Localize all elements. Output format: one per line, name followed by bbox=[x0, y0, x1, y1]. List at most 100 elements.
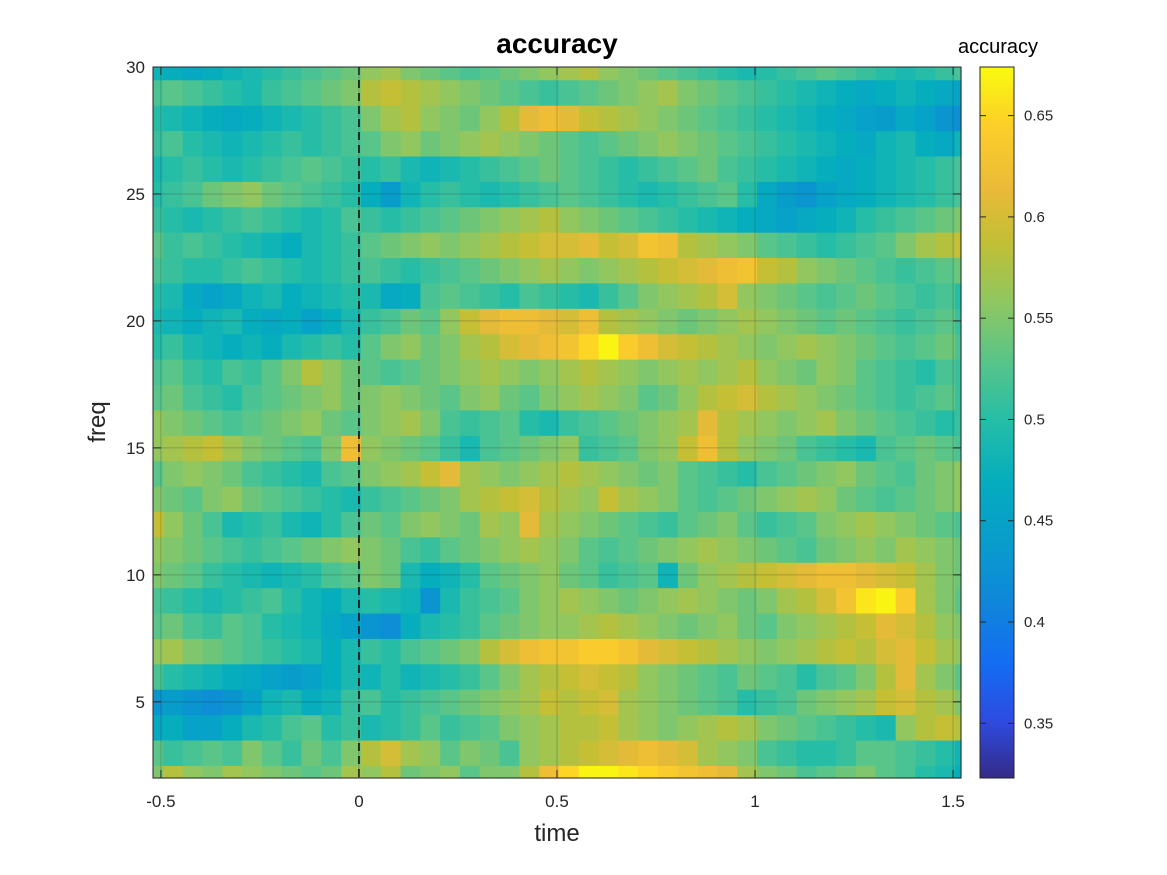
heatmap-cell bbox=[222, 765, 243, 779]
heatmap-cell bbox=[598, 739, 619, 766]
heatmap-cell bbox=[153, 130, 164, 157]
heatmap-cell bbox=[578, 689, 600, 716]
heatmap-cell bbox=[539, 536, 560, 563]
heatmap-cell bbox=[321, 485, 342, 512]
heatmap-cell bbox=[816, 562, 837, 589]
heatmap-cell bbox=[935, 587, 956, 614]
heatmap-cell bbox=[380, 739, 402, 766]
heatmap-cell bbox=[440, 282, 461, 309]
heatmap-cell bbox=[796, 587, 818, 614]
heatmap-cell bbox=[499, 765, 520, 779]
heatmap-cell bbox=[281, 206, 303, 233]
heatmap-cell bbox=[400, 562, 421, 589]
heatmap-cell bbox=[856, 359, 877, 386]
heatmap-cell bbox=[321, 562, 342, 589]
heatmap-cell bbox=[321, 638, 342, 665]
heatmap-cell bbox=[895, 638, 917, 665]
heatmap-cell bbox=[222, 308, 243, 335]
heatmap-cell bbox=[618, 587, 639, 614]
heatmap-cell bbox=[796, 282, 818, 309]
heatmap-cell bbox=[697, 511, 719, 538]
heatmap-cell bbox=[400, 181, 421, 208]
heatmap-cell bbox=[856, 257, 877, 284]
heatmap-cell bbox=[499, 739, 520, 766]
heatmap-cell bbox=[479, 435, 501, 462]
heatmap-cell bbox=[360, 409, 382, 436]
heatmap-cell bbox=[776, 333, 798, 360]
heatmap-cell bbox=[380, 536, 402, 563]
heatmap-cell bbox=[638, 409, 659, 436]
heatmap-cell bbox=[677, 181, 699, 208]
heatmap-cell bbox=[459, 79, 481, 106]
heatmap-cell bbox=[717, 79, 738, 106]
heatmap-cell bbox=[519, 739, 540, 766]
heatmap-cell bbox=[539, 359, 560, 386]
heatmap-cell bbox=[558, 612, 580, 639]
heatmap-cell bbox=[737, 460, 758, 487]
heatmap-cell bbox=[242, 409, 263, 436]
heatmap-cell bbox=[796, 155, 818, 182]
heatmap-cell bbox=[242, 359, 263, 386]
heatmap-cell bbox=[222, 282, 243, 309]
heatmap-cell bbox=[955, 460, 962, 487]
heatmap-cell bbox=[875, 384, 897, 411]
heatmap-cell bbox=[796, 460, 818, 487]
heatmap-cell bbox=[539, 79, 560, 106]
heatmap-cell bbox=[539, 765, 560, 779]
heatmap-cell bbox=[380, 612, 402, 639]
heatmap-cell bbox=[281, 765, 303, 779]
heatmap-cell bbox=[776, 130, 798, 157]
heatmap-cell bbox=[360, 638, 382, 665]
heatmap-cell bbox=[658, 206, 679, 233]
heatmap-cell bbox=[153, 485, 164, 512]
heatmap-cell bbox=[598, 587, 619, 614]
heatmap-cell bbox=[162, 409, 184, 436]
colorbar-tick-label: 0.55 bbox=[1024, 310, 1053, 327]
heatmap-cell bbox=[281, 232, 303, 259]
heatmap-cell bbox=[162, 587, 184, 614]
heatmap-cell bbox=[816, 257, 837, 284]
heatmap-cell bbox=[658, 308, 679, 335]
heatmap-cell bbox=[202, 181, 223, 208]
heatmap-cell bbox=[816, 739, 837, 766]
heatmap-cell bbox=[895, 155, 917, 182]
heatmap-cell bbox=[737, 536, 758, 563]
heatmap-cell bbox=[400, 257, 421, 284]
heatmap-cell bbox=[618, 485, 639, 512]
colorbar-tick-label: 0.6 bbox=[1024, 209, 1045, 226]
heatmap-cell bbox=[875, 714, 897, 741]
heatmap-cell bbox=[539, 181, 560, 208]
heatmap-cell bbox=[697, 714, 719, 741]
heatmap-cell bbox=[202, 384, 223, 411]
heatmap-cell bbox=[222, 181, 243, 208]
heatmap-cell bbox=[816, 181, 837, 208]
heatmap-cell bbox=[459, 384, 481, 411]
heatmap-cell bbox=[479, 638, 501, 665]
heatmap-cell bbox=[618, 562, 639, 589]
heatmap-cell bbox=[578, 105, 600, 132]
heatmap-cell bbox=[558, 67, 580, 81]
heatmap-cell bbox=[499, 689, 520, 716]
heatmap-cell bbox=[242, 155, 263, 182]
heatmap-cell bbox=[360, 105, 382, 132]
heatmap-cell bbox=[955, 714, 962, 741]
heatmap-cell bbox=[677, 308, 699, 335]
heatmap-cell bbox=[162, 689, 184, 716]
heatmap-cell bbox=[380, 359, 402, 386]
heatmap-cell bbox=[856, 460, 877, 487]
heatmap-cell bbox=[836, 562, 857, 589]
heatmap-cell bbox=[875, 409, 897, 436]
heatmap-cell bbox=[360, 333, 382, 360]
heatmap-cell bbox=[459, 663, 481, 690]
heatmap-cell bbox=[301, 130, 322, 157]
heatmap-cell bbox=[479, 79, 501, 106]
heatmap-cell bbox=[638, 79, 659, 106]
heatmap-cell bbox=[558, 257, 580, 284]
heatmap-cell bbox=[915, 638, 936, 665]
heatmap-cell bbox=[222, 232, 243, 259]
heatmap-cell bbox=[479, 333, 501, 360]
heatmap-cell bbox=[321, 257, 342, 284]
heatmap-cell bbox=[598, 105, 619, 132]
colorbar-tick-label: 0.45 bbox=[1024, 513, 1053, 530]
heatmap-cell bbox=[578, 308, 600, 335]
